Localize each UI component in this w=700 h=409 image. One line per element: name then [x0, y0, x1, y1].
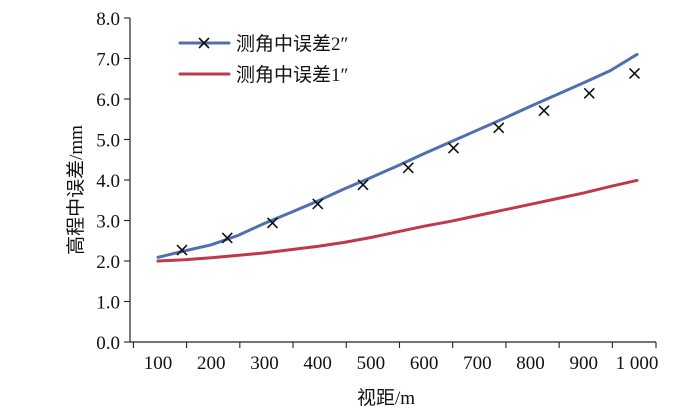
legend-label: 测角中误差1″	[236, 64, 348, 86]
data-point-marker	[447, 142, 460, 154]
legend-label: 测角中误差2″	[236, 33, 348, 55]
data-point-marker	[312, 198, 324, 210]
marker-stroke	[176, 244, 188, 256]
x-tick-label: 900	[570, 353, 599, 374]
marker-stroke	[447, 142, 460, 154]
x-axis-label: 视距/m	[357, 387, 415, 409]
y-tick-label: 5.0	[96, 131, 120, 152]
y-tick-label: 6.0	[96, 90, 120, 111]
x-tick-label: 1 000	[616, 353, 659, 374]
series-line	[156, 178, 639, 263]
x-tick-label: 300	[250, 353, 279, 374]
x-tick-label: 500	[357, 353, 386, 374]
data-point-marker	[493, 122, 505, 134]
y-tick-label: 2.0	[96, 252, 120, 273]
legend-item-1: 测角中误差2″	[178, 33, 348, 55]
y-tick-label: 7.0	[96, 50, 120, 71]
data-point-marker	[221, 232, 233, 244]
x-tick-label: 200	[197, 353, 226, 374]
chart-legend: 测角中误差2″ 测角中误差1″	[178, 33, 348, 86]
y-tick-label: 4.0	[96, 171, 120, 192]
marker-stroke	[538, 105, 550, 117]
marker-stroke	[628, 67, 641, 80]
series-line	[156, 52, 639, 259]
y-axis-label: 高程中误差/mm	[65, 125, 87, 255]
x-tick-label: 100	[144, 353, 173, 374]
marker-stroke	[357, 179, 369, 191]
data-point-marker	[538, 105, 550, 117]
chart-axes: 0.0 1.0 2.0 3.0 4.0 5.0 6.0 7.0 8.0 100 200 300 400 5…	[96, 9, 658, 374]
series-2	[156, 178, 639, 263]
data-point-marker	[628, 67, 641, 80]
data-point-marker	[357, 179, 369, 191]
marker-stroke	[402, 162, 414, 174]
legend-marker	[198, 37, 210, 49]
x-tick-label: 800	[516, 353, 545, 374]
y-tick-label: 1.0	[96, 293, 120, 314]
y-tick-label: 0.0	[96, 333, 120, 354]
y-tick-label: 8.0	[96, 9, 120, 30]
marker-stroke	[221, 232, 233, 244]
marker-stroke	[583, 87, 595, 99]
data-point-marker	[583, 87, 595, 99]
data-point-marker	[176, 244, 188, 256]
x-tick-label: 700	[463, 353, 492, 374]
x-tick-label: 400	[303, 353, 332, 374]
series-1	[156, 52, 641, 259]
marker-stroke	[312, 198, 324, 210]
data-point-marker	[266, 217, 279, 229]
marker-stroke	[266, 217, 279, 229]
chart-series	[156, 52, 641, 263]
y-tick-label: 3.0	[96, 212, 120, 233]
data-point-marker	[402, 162, 414, 174]
x-tick-label: 600	[410, 353, 439, 374]
legend-item-2: 测角中误差1″	[178, 64, 348, 86]
marker-stroke	[493, 122, 505, 134]
